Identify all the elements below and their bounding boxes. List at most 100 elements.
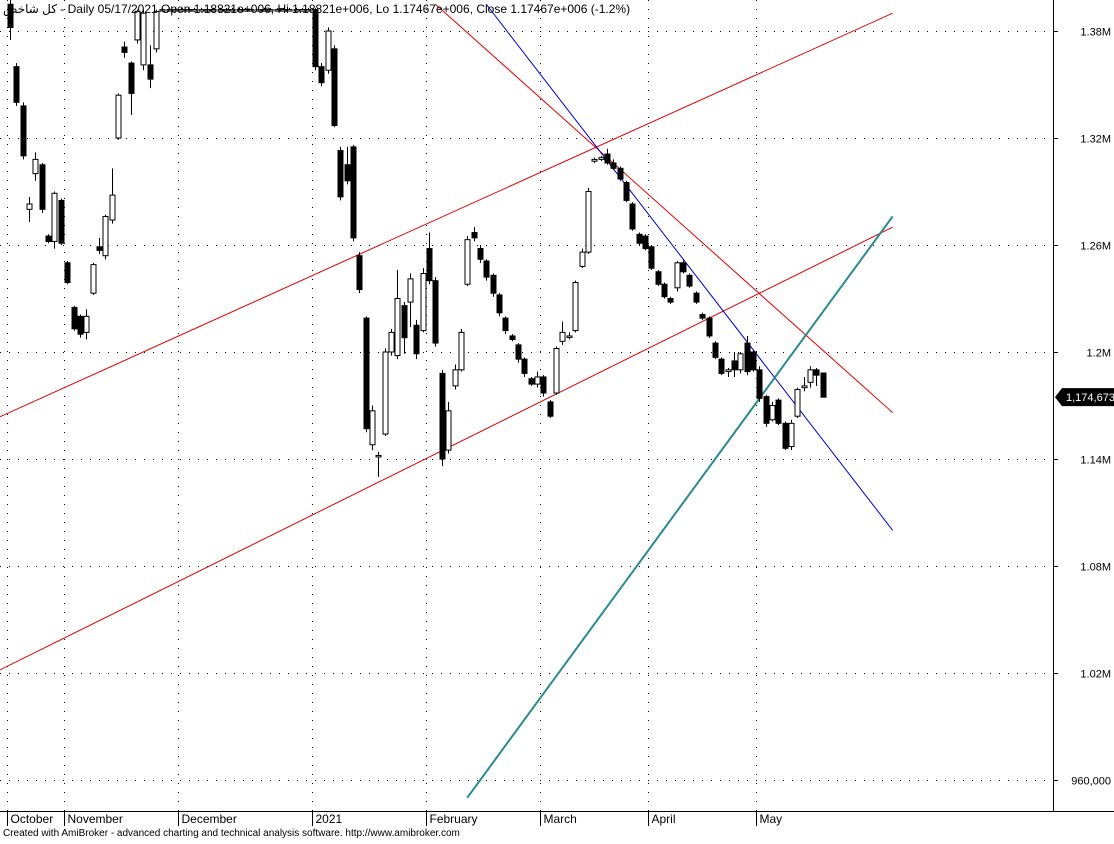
x-tick-label: December (182, 812, 237, 826)
candle (39, 162, 46, 213)
candle-body (445, 410, 452, 451)
candle-body (452, 369, 459, 387)
candle-body (686, 274, 693, 287)
candle (350, 145, 357, 242)
candle-body (159, 9, 166, 12)
candle-body (128, 62, 135, 94)
x-tick-label: March (544, 812, 577, 826)
candle (559, 321, 566, 345)
candle-body (210, 9, 217, 12)
candle-body (636, 233, 643, 244)
candle (788, 419, 795, 451)
y-tick-label: 1.32M (1080, 134, 1111, 146)
y-tick-label: 960,000 (1071, 776, 1111, 788)
candle (496, 293, 503, 317)
trend-lines (0, 3, 894, 799)
y-tick-label: 1.02M (1080, 669, 1111, 681)
candle (540, 375, 547, 397)
candle (725, 368, 732, 377)
candle-body (579, 251, 586, 267)
candle-body (623, 182, 630, 201)
candle (172, 7, 179, 12)
candle (293, 7, 300, 12)
candle-body (464, 239, 471, 285)
candle-body (77, 315, 84, 335)
candle (483, 259, 490, 281)
candle (579, 248, 586, 269)
chart-title: كل شاخص - Daily 05/17/2021 Open 1.18821e… (3, 2, 630, 17)
candle (598, 155, 605, 162)
candle (801, 376, 808, 392)
candle-body (331, 48, 338, 127)
candle (369, 405, 376, 451)
candle-body (629, 203, 636, 230)
candle (680, 259, 687, 274)
candle-body (350, 146, 357, 239)
candle (109, 168, 116, 224)
candle-body (261, 9, 268, 12)
candle (820, 372, 827, 398)
candle-body (648, 246, 655, 269)
candle-body (356, 255, 363, 291)
candle-body (509, 335, 516, 341)
candle (744, 335, 751, 376)
candle (610, 159, 617, 171)
candle-body (502, 317, 509, 332)
candle-body (521, 358, 528, 374)
candle-body (604, 153, 611, 164)
candle (426, 232, 433, 285)
candle-body (693, 292, 700, 303)
candle-body (267, 9, 274, 12)
candle-body (750, 351, 757, 371)
candle-body (642, 235, 649, 250)
candle-body (83, 315, 90, 333)
candle (242, 7, 249, 12)
candle (794, 387, 801, 418)
candle (769, 401, 776, 422)
candle-body (45, 235, 52, 242)
trend-line-falling-red (435, 3, 893, 414)
candle (674, 261, 681, 292)
candle (439, 369, 446, 467)
candle-body (102, 215, 109, 257)
candle-body (477, 248, 484, 260)
candle (286, 7, 293, 12)
candle-body (185, 9, 192, 12)
candle (26, 196, 33, 222)
candle-body (344, 164, 351, 182)
candle-body (299, 9, 306, 12)
candle (591, 157, 598, 163)
candle (375, 451, 382, 477)
candle (750, 350, 757, 372)
candle (128, 61, 135, 115)
candle-body (515, 344, 522, 360)
candle-body (490, 274, 497, 294)
candle (617, 166, 624, 181)
candle-body (407, 278, 414, 303)
candle (452, 364, 459, 390)
candle-body (293, 9, 300, 12)
candle (77, 314, 84, 338)
candle (217, 7, 224, 12)
candle-body (248, 9, 255, 12)
candle-body (794, 388, 801, 417)
candle (655, 269, 662, 287)
candle-body (572, 281, 579, 332)
candle (782, 421, 789, 451)
candle (547, 400, 554, 418)
candle-body (458, 331, 465, 371)
candle-body (439, 372, 446, 460)
candle-body (7, 3, 14, 28)
candle (153, 9, 160, 53)
candle (807, 366, 814, 388)
candle (20, 102, 27, 160)
candle-body (540, 376, 547, 394)
candle-body (413, 324, 420, 355)
last-price-tag: 1,174,673 (1055, 388, 1114, 407)
candle-body (617, 167, 624, 180)
candle (648, 245, 655, 270)
candle-body (242, 9, 249, 12)
candle-body (388, 331, 395, 353)
